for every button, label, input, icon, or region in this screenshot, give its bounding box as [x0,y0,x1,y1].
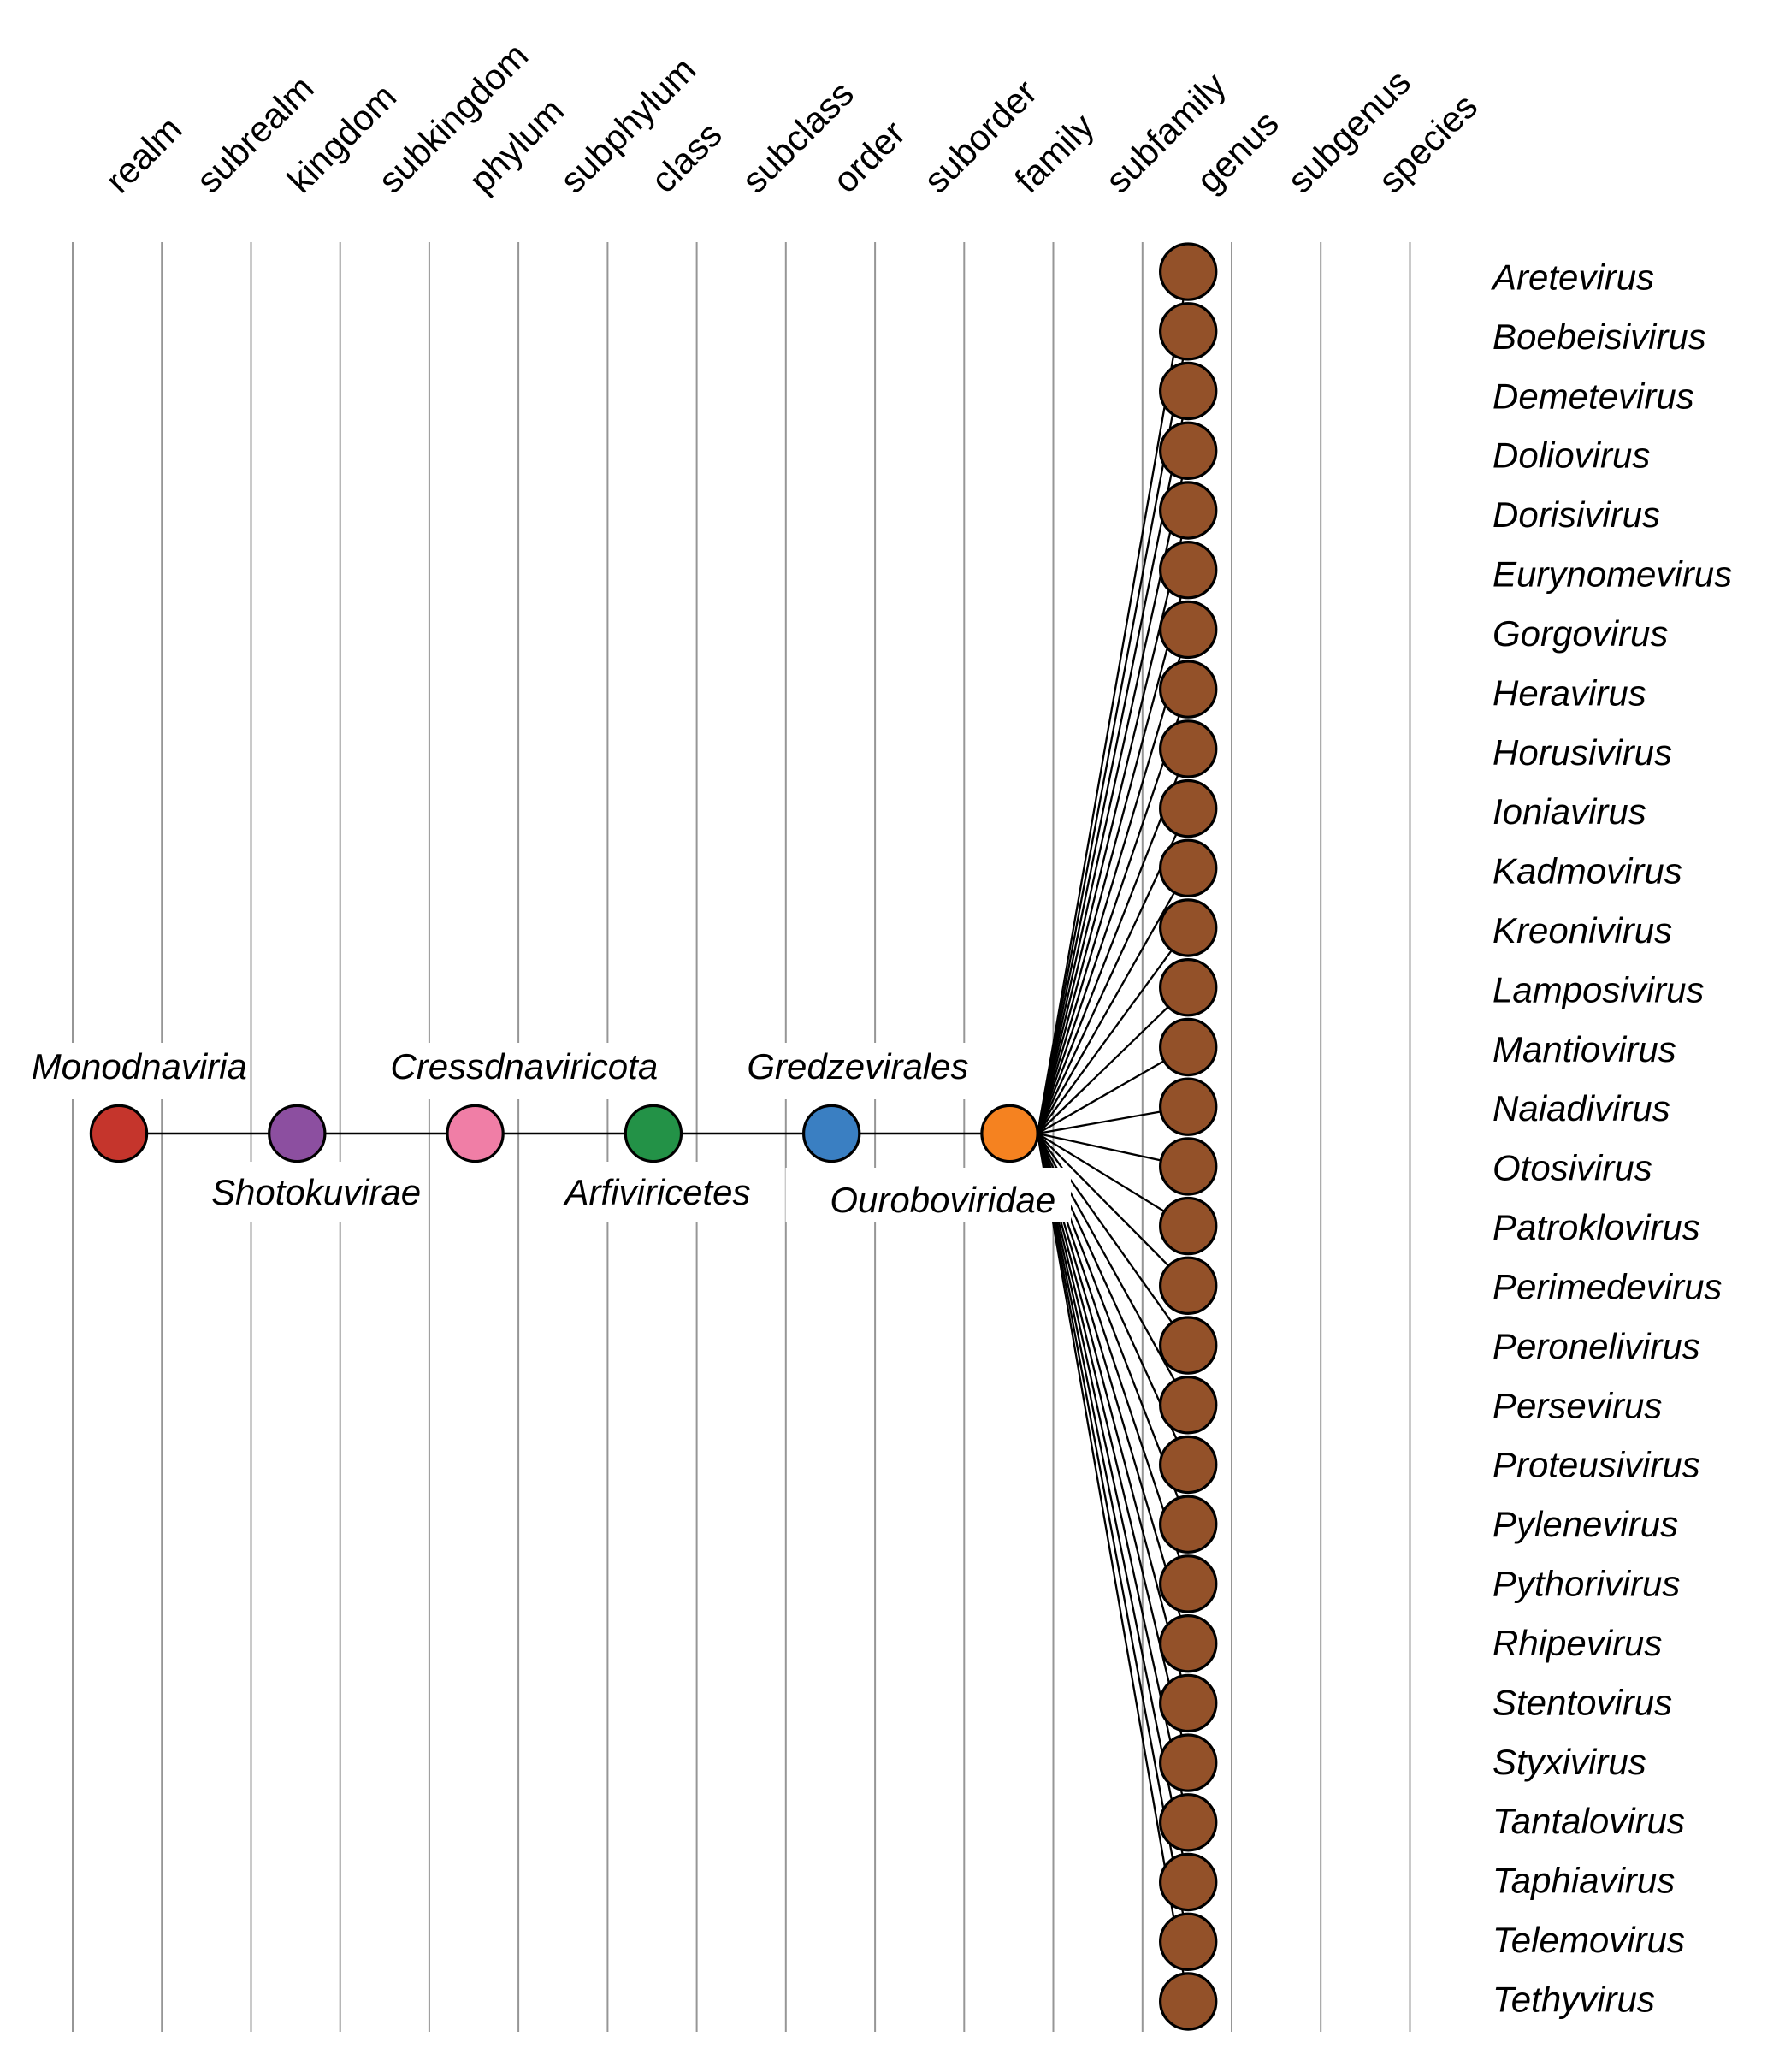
svg-text:Pythorivirus: Pythorivirus [1492,1564,1680,1604]
svg-text:Kreonivirus: Kreonivirus [1492,910,1672,950]
svg-text:Heravirus: Heravirus [1492,672,1646,713]
svg-text:Gredzevirales: Gredzevirales [747,1046,968,1086]
svg-text:Patroklovirus: Patroklovirus [1492,1207,1700,1247]
svg-text:Naiadivirus: Naiadivirus [1492,1088,1670,1128]
svg-text:Mantiovirus: Mantiovirus [1492,1029,1676,1069]
svg-text:Demetevirus: Demetevirus [1492,376,1694,416]
svg-text:Doliovirus: Doliovirus [1492,435,1650,476]
svg-text:Taphiavirus: Taphiavirus [1492,1861,1675,1901]
svg-text:Peronelivirus: Peronelivirus [1492,1326,1700,1366]
svg-text:Dorisivirus: Dorisivirus [1492,494,1660,535]
svg-text:Lamposivirus: Lamposivirus [1492,969,1704,1009]
svg-text:Ouroboviridae: Ouroboviridae [830,1180,1055,1220]
svg-text:Tethyvirus: Tethyvirus [1492,1979,1655,2019]
svg-text:Persevirus: Persevirus [1492,1385,1662,1425]
svg-text:Proteusivirus: Proteusivirus [1492,1445,1700,1485]
svg-text:Gorgovirus: Gorgovirus [1492,613,1668,654]
svg-text:Arfiviricetes: Arfiviricetes [563,1172,751,1212]
svg-text:Shotokuvirae: Shotokuvirae [211,1172,421,1212]
svg-text:Styxivirus: Styxivirus [1492,1742,1646,1782]
svg-text:Kadmovirus: Kadmovirus [1492,851,1682,891]
svg-text:Stentovirus: Stentovirus [1492,1682,1672,1722]
svg-text:Monodnaviria: Monodnaviria [32,1046,247,1086]
svg-text:Telemovirus: Telemovirus [1492,1920,1685,1960]
svg-text:Tantalovirus: Tantalovirus [1492,1801,1685,1841]
svg-text:Cressdnaviricota: Cressdnaviricota [390,1046,658,1086]
svg-text:Otosivirus: Otosivirus [1492,1148,1652,1188]
svg-text:Horusivirus: Horusivirus [1492,732,1672,773]
svg-text:Rhipevirus: Rhipevirus [1492,1623,1662,1663]
svg-text:Perimedevirus: Perimedevirus [1492,1267,1722,1307]
svg-text:Aretevirus: Aretevirus [1490,258,1654,298]
svg-text:Eurynomevirus: Eurynomevirus [1492,554,1732,595]
svg-text:Boebeisivirus: Boebeisivirus [1492,317,1706,357]
svg-text:Pylenevirus: Pylenevirus [1492,1504,1678,1544]
svg-text:Ioniavirus: Ioniavirus [1492,791,1646,832]
